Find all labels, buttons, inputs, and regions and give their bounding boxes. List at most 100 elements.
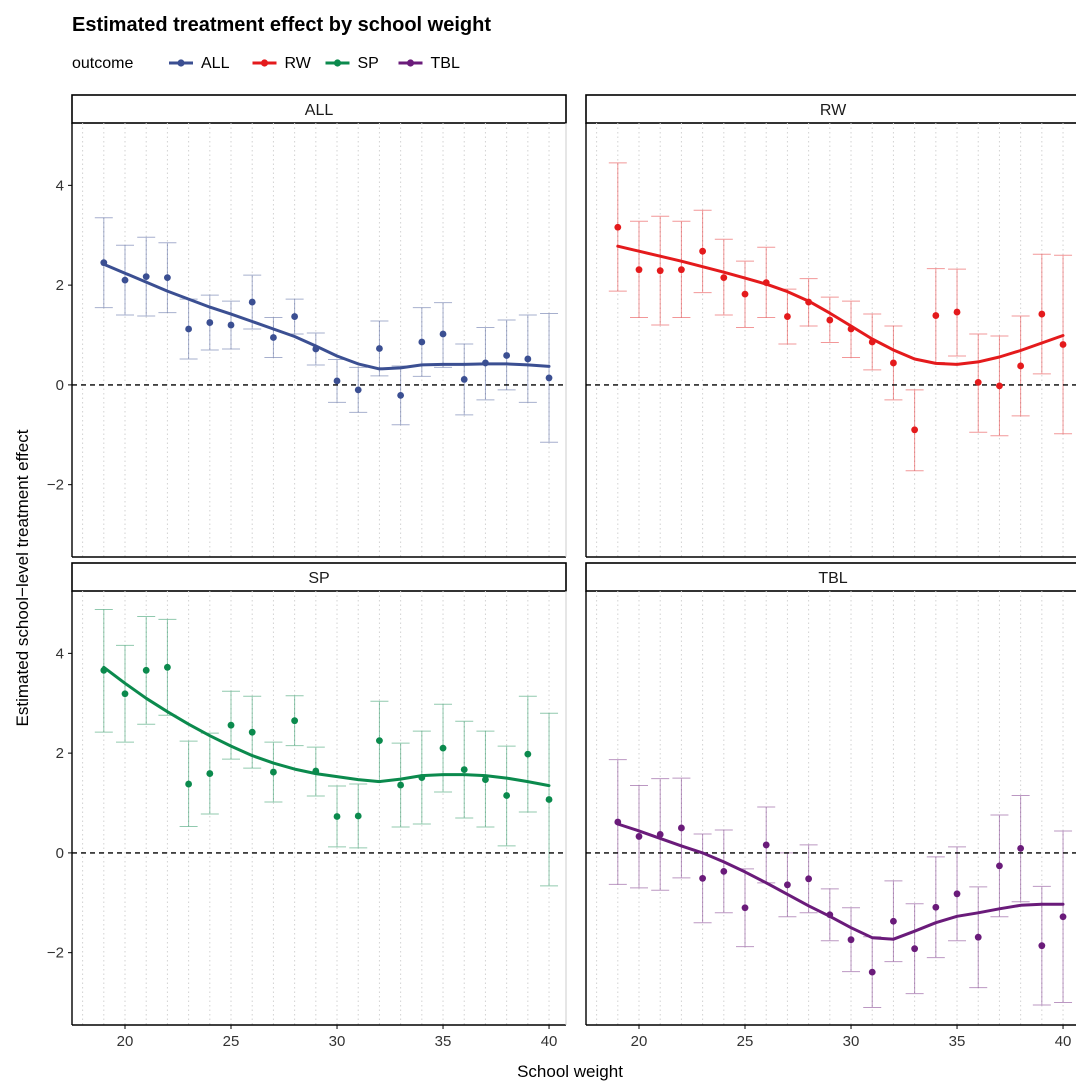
legend-label: SP <box>358 55 379 72</box>
x-tick-label: 20 <box>631 1033 648 1050</box>
data-point <box>826 316 834 324</box>
strip-sp <box>71 562 567 592</box>
y-tick-label: −2 <box>47 477 64 494</box>
legend-key-point <box>406 59 415 67</box>
x-tick-label: 25 <box>223 1033 240 1050</box>
legend-item-all: ALL <box>169 55 230 72</box>
data-point <box>656 267 664 275</box>
data-point <box>545 374 553 382</box>
data-point <box>890 917 897 925</box>
data-point <box>164 663 171 671</box>
data-point <box>439 330 447 338</box>
data-point <box>741 290 749 298</box>
data-point <box>678 266 685 274</box>
legend-key-point <box>260 59 269 67</box>
panel-sp: SP −2 0 2 4 20 25 30 35 40 <box>47 562 567 1050</box>
panels: ALL −2 0 2 4 RW SP −2 0 2 4 20 25 30 35 40 TBL 20 25 30 35 40 <box>47 94 1076 1050</box>
data-point <box>270 334 277 341</box>
data-point <box>1038 942 1046 950</box>
x-tick-label: 25 <box>737 1033 754 1050</box>
legend: outcome ALL RW SP TBL <box>72 55 460 72</box>
data-point <box>932 903 940 911</box>
data-point <box>953 308 961 316</box>
data-point <box>974 379 982 386</box>
data-point <box>805 298 813 306</box>
legend-label: TBL <box>431 55 460 72</box>
strip-label-all: ALL <box>305 102 334 119</box>
x-tick-label: 30 <box>843 1033 860 1050</box>
data-point <box>699 874 707 882</box>
y-tick-label: 2 <box>56 277 64 294</box>
data-point <box>911 426 919 434</box>
data-point <box>699 247 707 255</box>
x-tick-label: 40 <box>1055 1033 1072 1050</box>
panel-tbl: TBL 20 25 30 35 40 <box>585 562 1076 1050</box>
data-point <box>312 345 320 353</box>
data-point <box>227 721 235 729</box>
data-point <box>996 382 1003 390</box>
data-point <box>635 833 643 840</box>
x-axis-label: School weight <box>517 1062 623 1081</box>
strip-tbl <box>585 562 1076 592</box>
x-tick-label: 20 <box>117 1033 134 1050</box>
data-point <box>291 717 299 725</box>
data-point <box>418 338 426 346</box>
data-point <box>270 768 277 776</box>
smooth-line-sp <box>102 665 551 788</box>
x-tick-label: 35 <box>435 1033 452 1050</box>
data-point <box>354 386 362 394</box>
data-point <box>503 352 511 359</box>
legend-item-tbl: TBL <box>398 55 460 72</box>
data-point <box>847 936 855 944</box>
data-point <box>333 377 341 385</box>
data-point <box>354 812 362 820</box>
data-point <box>164 274 171 282</box>
data-point <box>121 690 129 698</box>
x-tick-label: 35 <box>949 1033 966 1050</box>
chart-title: Estimated treatment effect by school wei… <box>72 14 491 36</box>
data-point <box>248 728 256 736</box>
data-point <box>142 273 150 281</box>
error-bars <box>608 162 1073 472</box>
data-point <box>678 824 685 832</box>
error-bars <box>94 608 559 887</box>
data-point <box>1017 845 1025 852</box>
data-point <box>376 345 383 352</box>
smooth-line-rw <box>616 244 1065 366</box>
legend-item-sp: SP <box>325 55 379 72</box>
data-point <box>206 770 214 777</box>
data-point <box>784 881 791 889</box>
legend-item-rw: RW <box>252 55 312 72</box>
data-point <box>503 792 511 799</box>
smooth-line-all <box>102 262 551 371</box>
data-point <box>142 666 150 674</box>
y-tick-label: 4 <box>56 177 64 194</box>
data-point <box>524 750 532 758</box>
x-tick-label: 40 <box>541 1033 558 1050</box>
data-point <box>333 813 341 820</box>
y-tick-label: 0 <box>56 845 64 862</box>
strip-label-sp: SP <box>308 570 329 587</box>
legend-key-point <box>177 59 185 67</box>
x-tick-label: 30 <box>329 1033 346 1050</box>
data-point <box>185 325 193 333</box>
data-point <box>121 276 129 284</box>
legend-title: outcome <box>72 55 133 72</box>
data-point <box>524 355 532 363</box>
data-point <box>545 796 553 803</box>
data-point <box>720 274 728 282</box>
data-point <box>291 313 299 320</box>
data-point <box>1017 362 1025 370</box>
data-point <box>932 312 940 319</box>
data-point <box>720 867 728 875</box>
data-point <box>206 319 214 326</box>
data-point <box>911 945 919 953</box>
data-point <box>418 774 426 781</box>
panel-rw: RW <box>585 94 1076 558</box>
strip-label-rw: RW <box>820 102 847 119</box>
data-point <box>614 818 622 826</box>
data-point <box>953 890 961 898</box>
data-point <box>1059 913 1067 921</box>
data-point <box>996 862 1003 870</box>
